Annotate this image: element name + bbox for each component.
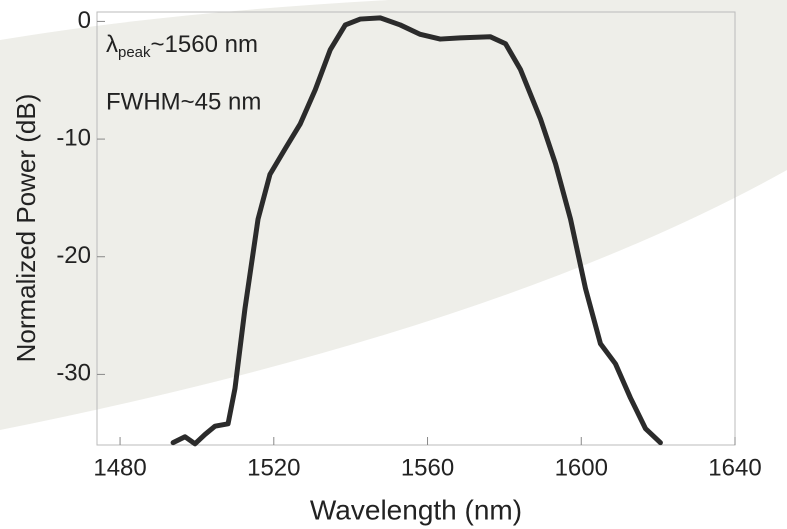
y-tick-label: -10	[56, 124, 91, 151]
annotation: FWHM~45 nm	[106, 88, 261, 115]
annotation-part: λ	[106, 31, 118, 58]
x-axis-title: Wavelength (nm)	[310, 494, 522, 525]
plot-frame	[96, 11, 736, 446]
x-tick-label: 1640	[708, 454, 761, 481]
y-tick-label: 0	[78, 7, 91, 34]
annotation-part: ~1560 nm	[151, 31, 258, 58]
y-tick-label: -30	[56, 360, 91, 387]
annotation-part: peak	[118, 44, 151, 61]
x-tick-label: 1480	[93, 454, 146, 481]
x-tick-label: 1520	[247, 454, 300, 481]
y-tick-label: -20	[56, 242, 91, 269]
y-axis-title: Normalized Power (dB)	[11, 94, 41, 363]
background-swoosh	[0, 0, 787, 430]
x-tick-label: 1560	[401, 454, 454, 481]
x-tick-label: 1600	[555, 454, 608, 481]
annotation: λpeak~1560 nm	[106, 31, 258, 61]
spectrum-line	[170, 15, 663, 447]
